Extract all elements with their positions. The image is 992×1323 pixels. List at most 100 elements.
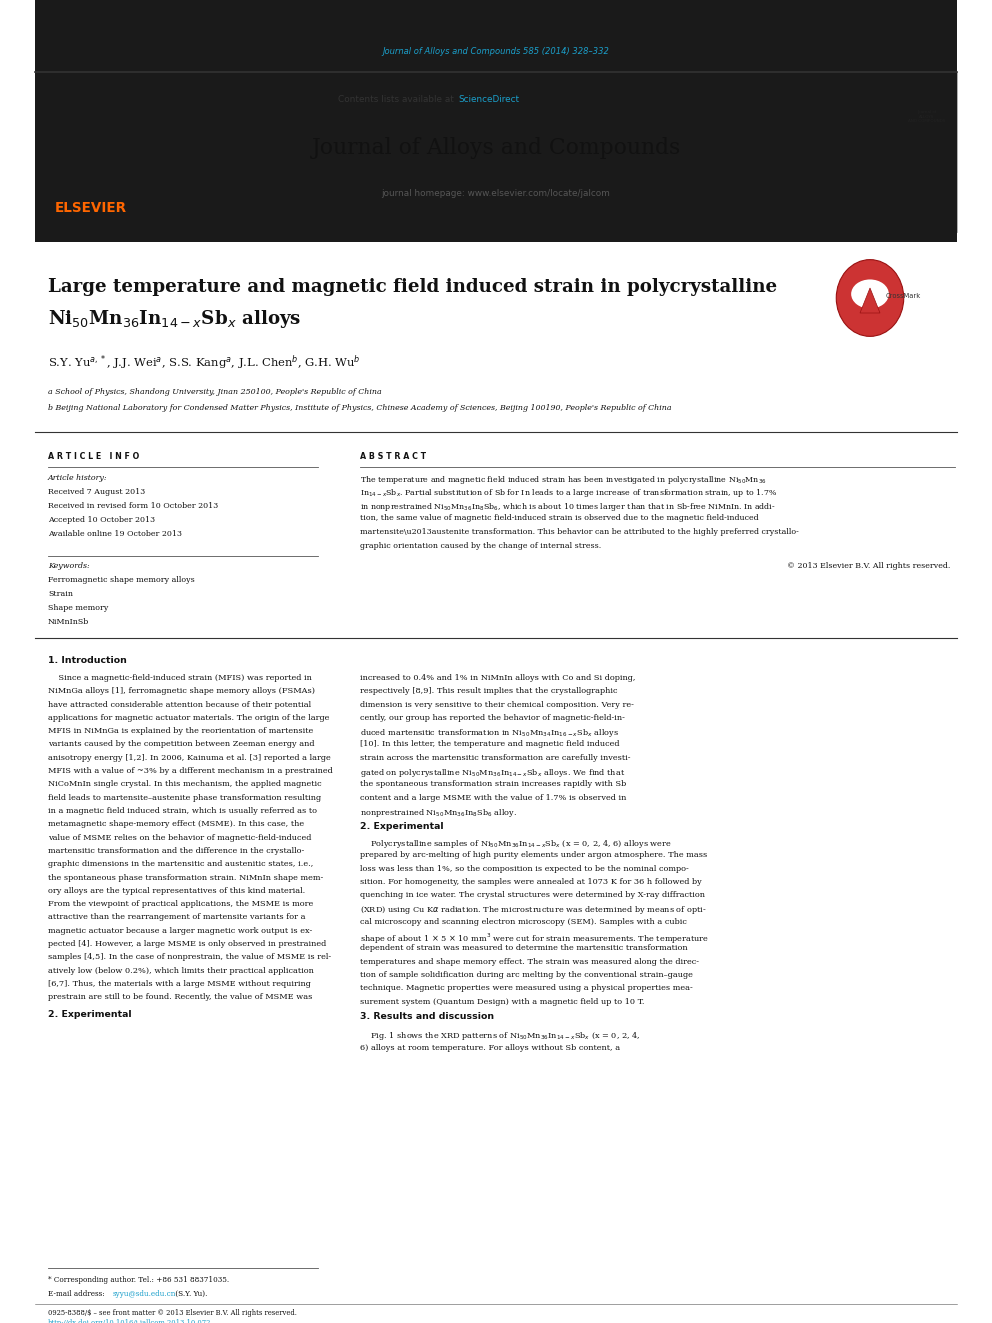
Text: Large temperature and magnetic field induced strain in polycrystalline: Large temperature and magnetic field ind… <box>48 278 777 296</box>
Text: Received in revised form 10 October 2013: Received in revised form 10 October 2013 <box>48 501 218 509</box>
Text: samples [4,5]. In the case of nonprestrain, the value of MSME is rel-: samples [4,5]. In the case of nonprestra… <box>48 954 331 962</box>
Bar <box>897 71 957 232</box>
Text: respectively [8,9]. This result implies that the crystallographic: respectively [8,9]. This result implies … <box>360 688 617 696</box>
Text: Ni$_{50}$Mn$_{36}$In$_{14-x}$Sb$_x$ alloys: Ni$_{50}$Mn$_{36}$In$_{14-x}$Sb$_x$ allo… <box>48 308 302 329</box>
Text: have attracted considerable attention because of their potential: have attracted considerable attention be… <box>48 701 311 709</box>
Text: value of MSME relies on the behavior of magnetic-field-induced: value of MSME relies on the behavior of … <box>48 833 311 841</box>
Text: technique. Magnetic properties were measured using a physical properties mea-: technique. Magnetic properties were meas… <box>360 984 692 992</box>
Text: prestrain are still to be found. Recently, the value of MSME was: prestrain are still to be found. Recentl… <box>48 994 312 1002</box>
Text: A B S T R A C T: A B S T R A C T <box>360 452 427 460</box>
Text: Journal of Alloys and Compounds 585 (2014) 328–332: Journal of Alloys and Compounds 585 (201… <box>383 48 609 57</box>
Text: Contents lists available at: Contents lists available at <box>337 95 456 105</box>
Text: 6) alloys at room temperature. For alloys without Sb content, a: 6) alloys at room temperature. For alloy… <box>360 1044 620 1052</box>
Text: variants caused by the competition between Zeeman energy and: variants caused by the competition betwe… <box>48 741 314 749</box>
Text: Available online 19 October 2013: Available online 19 October 2013 <box>48 531 182 538</box>
Text: Article history:: Article history: <box>48 474 107 482</box>
Text: in nonprestrained Ni$_{50}$Mn$_{36}$In$_8$Sb$_6$, which is about 10 times larger: in nonprestrained Ni$_{50}$Mn$_{36}$In$_… <box>360 501 776 513</box>
Text: b Beijing National Laboratory for Condensed Matter Physics, Institute of Physics: b Beijing National Laboratory for Conden… <box>48 404 672 411</box>
Text: martensitic transformation and the difference in the crystallo-: martensitic transformation and the diffe… <box>48 847 305 855</box>
Text: attractive than the rearrangement of martensite variants for a: attractive than the rearrangement of mar… <box>48 913 306 921</box>
Text: ory alloys are the typical representatives of this kind material.: ory alloys are the typical representativ… <box>48 886 306 894</box>
Text: field leads to martensite–austenite phase transformation resulting: field leads to martensite–austenite phas… <box>48 794 321 802</box>
Text: quenching in ice water. The crystal structures were determined by X-ray diffract: quenching in ice water. The crystal stru… <box>360 892 705 900</box>
Text: applications for magnetic actuator materials. The origin of the large: applications for magnetic actuator mater… <box>48 714 329 722</box>
Text: content and a large MSME with the value of 1.7% is observed in: content and a large MSME with the value … <box>360 794 626 802</box>
Text: dependent of strain was measured to determine the martensitic transformation: dependent of strain was measured to dete… <box>360 945 687 953</box>
Text: MFIS in NiMnGa is explained by the reorientation of martensite: MFIS in NiMnGa is explained by the reori… <box>48 728 313 736</box>
Text: (XRD) using Cu K$\alpha$ radiation. The microstructure was determined by means o: (XRD) using Cu K$\alpha$ radiation. The … <box>360 905 706 917</box>
Text: Accepted 10 October 2013: Accepted 10 October 2013 <box>48 516 155 524</box>
Text: NiCoMnIn single crystal. In this mechanism, the applied magnetic: NiCoMnIn single crystal. In this mechani… <box>48 781 321 789</box>
Text: The temperature and magnetic field induced strain has been investigated in polyc: The temperature and magnetic field induc… <box>360 474 767 486</box>
Text: prepared by arc-melting of high purity elements under argon atmosphere. The mass: prepared by arc-melting of high purity e… <box>360 851 707 860</box>
Text: http://dx.doi.org/10.1016/j.jallcom.2013.10.072: http://dx.doi.org/10.1016/j.jallcom.2013… <box>48 1319 211 1323</box>
Text: tion of sample solidification during arc melting by the conventional strain–gaug: tion of sample solidification during arc… <box>360 971 692 979</box>
Text: ELSEVIER: ELSEVIER <box>55 201 127 216</box>
Text: nonprestrained Ni$_{50}$Mn$_{36}$In$_8$Sb$_6$ alloy.: nonprestrained Ni$_{50}$Mn$_{36}$In$_8$S… <box>360 807 517 819</box>
Text: Keywords:: Keywords: <box>48 562 89 570</box>
Text: shape of about 1 $\times$ 5 $\times$ 10 mm$^3$ were cut for strain measurements.: shape of about 1 $\times$ 5 $\times$ 10 … <box>360 931 709 946</box>
Bar <box>898 0 927 165</box>
Text: a School of Physics, Shandong University, Jinan 250100, People's Republic of Chi: a School of Physics, Shandong University… <box>48 388 382 396</box>
Text: loss was less than 1%, so the composition is expected to be the nominal compo-: loss was less than 1%, so the compositio… <box>360 865 688 873</box>
Text: CrossMark: CrossMark <box>886 292 922 299</box>
Bar <box>927 0 956 165</box>
Text: dimension is very sensitive to their chemical composition. Very re-: dimension is very sensitive to their che… <box>360 701 634 709</box>
Text: 3. Results and discussion: 3. Results and discussion <box>360 1012 494 1021</box>
Text: ScienceDirect: ScienceDirect <box>458 95 520 105</box>
Text: Fig. 1 shows the XRD patterns of Ni$_{50}$Mn$_{36}$In$_{14-x}$Sb$_x$ (x = 0, 2, : Fig. 1 shows the XRD patterns of Ni$_{50… <box>360 1031 641 1043</box>
Text: anisotropy energy [1,2]. In 2006, Kainuma et al. [3] reported a large: anisotropy energy [1,2]. In 2006, Kainum… <box>48 754 330 762</box>
Text: cal microscopy and scanning electron microscopy (SEM). Samples with a cubic: cal microscopy and scanning electron mic… <box>360 918 686 926</box>
Text: Since a magnetic-field-induced strain (MFIS) was reported in: Since a magnetic-field-induced strain (M… <box>48 673 311 681</box>
Text: graphic dimensions in the martensitic and austenitic states, i.e.,: graphic dimensions in the martensitic an… <box>48 860 313 868</box>
Text: magnetic actuator because a larger magnetic work output is ex-: magnetic actuator because a larger magne… <box>48 926 312 935</box>
Text: duced martensitic transformation in Ni$_{50}$Mn$_{34}$In$_{16-x}$Sb$_x$ alloys: duced martensitic transformation in Ni$_… <box>360 728 619 740</box>
Text: NiMnInSb: NiMnInSb <box>48 618 89 626</box>
Text: In$_{14-x}$Sb$_x$. Partial substitution of Sb for In leads to a large increase o: In$_{14-x}$Sb$_x$. Partial substitution … <box>360 487 778 500</box>
Text: NiMnGa alloys [1], ferromagnetic shape memory alloys (FSMAs): NiMnGa alloys [1], ferromagnetic shape m… <box>48 688 315 696</box>
Text: [10]. In this letter, the temperature and magnetic field induced: [10]. In this letter, the temperature an… <box>360 741 619 749</box>
Ellipse shape <box>851 279 889 308</box>
Text: (S.Y. Yu).: (S.Y. Yu). <box>173 1290 207 1298</box>
Text: graphic orientation caused by the change of internal stress.: graphic orientation caused by the change… <box>360 541 601 549</box>
Text: increased to 0.4% and 1% in NiMnIn alloys with Co and Si doping,: increased to 0.4% and 1% in NiMnIn alloy… <box>360 673 636 681</box>
Text: [6,7]. Thus, the materials with a large MSME without requiring: [6,7]. Thus, the materials with a large … <box>48 980 310 988</box>
Text: in a magnetic field induced strain, which is usually referred as to: in a magnetic field induced strain, whic… <box>48 807 317 815</box>
Text: martensite\u2013austenite transformation. This behavior can be attributed to the: martensite\u2013austenite transformation… <box>360 528 799 536</box>
Text: © 2013 Elsevier B.V. All rights reserved.: © 2013 Elsevier B.V. All rights reserved… <box>787 562 950 570</box>
Text: the spontaneous phase transformation strain. NiMnIn shape mem-: the spontaneous phase transformation str… <box>48 873 323 881</box>
Ellipse shape <box>836 259 904 336</box>
Text: From the viewpoint of practical applications, the MSME is more: From the viewpoint of practical applicat… <box>48 900 313 908</box>
Bar <box>38 0 166 79</box>
Text: 0925-8388/$ – see front matter © 2013 Elsevier B.V. All rights reserved.: 0925-8388/$ – see front matter © 2013 El… <box>48 1308 297 1316</box>
Text: MFIS with a value of ~3% by a different mechanism in a prestrained: MFIS with a value of ~3% by a different … <box>48 767 332 775</box>
Text: tion, the same value of magnetic field-induced strain is observed due to the mag: tion, the same value of magnetic field-i… <box>360 515 759 523</box>
Text: Journal of Alloys and Compounds: Journal of Alloys and Compounds <box>311 138 681 159</box>
Text: pected [4]. However, a large MSME is only observed in prestrained: pected [4]. However, a large MSME is onl… <box>48 941 326 949</box>
Text: Journal of
ALLOYS
AND COMPOUNDS: Journal of ALLOYS AND COMPOUNDS <box>909 110 945 123</box>
Text: gated on polycrystalline Ni$_{50}$Mn$_{36}$In$_{14-x}$Sb$_x$ alloys. We find tha: gated on polycrystalline Ni$_{50}$Mn$_{3… <box>360 767 625 779</box>
Text: Polycrystalline samples of Ni$_{50}$Mn$_{36}$In$_{14-x}$Sb$_x$ (x = 0, 2, 4, 6) : Polycrystalline samples of Ni$_{50}$Mn$_… <box>360 837 672 849</box>
Bar <box>35 71 170 232</box>
Text: 1. Introduction: 1. Introduction <box>48 656 127 665</box>
Text: E-mail address:: E-mail address: <box>48 1290 107 1298</box>
Bar <box>35 71 957 232</box>
Text: surement system (Quantum Design) with a magnetic field up to 10 T.: surement system (Quantum Design) with a … <box>360 998 645 1005</box>
Polygon shape <box>860 288 880 314</box>
Text: strain across the martensitic transformation are carefully investi-: strain across the martensitic transforma… <box>360 754 631 762</box>
Text: S.Y. Yu$^{a,*}$, J.J. Wei$^{a}$, S.S. Kang$^{a}$, J.L. Chen$^{b}$, G.H. Wu$^{b}$: S.Y. Yu$^{a,*}$, J.J. Wei$^{a}$, S.S. Ka… <box>48 353 360 372</box>
Text: cently, our group has reported the behavior of magnetic-field-in-: cently, our group has reported the behav… <box>360 714 625 722</box>
Text: the spontaneous transformation strain increases rapidly with Sb: the spontaneous transformation strain in… <box>360 781 626 789</box>
Text: Strain: Strain <box>48 590 73 598</box>
Text: syyu@sdu.edu.cn: syyu@sdu.edu.cn <box>113 1290 177 1298</box>
Text: A R T I C L E   I N F O: A R T I C L E I N F O <box>48 452 139 460</box>
Text: * Corresponding author. Tel.: +86 531 88371035.: * Corresponding author. Tel.: +86 531 88… <box>48 1275 229 1285</box>
Text: 2. Experimental: 2. Experimental <box>360 822 443 831</box>
Bar <box>898 0 956 82</box>
Text: temperatures and shape memory effect. The strain was measured along the direc-: temperatures and shape memory effect. Th… <box>360 958 699 966</box>
Text: metamagnetic shape-memory effect (MSME). In this case, the: metamagnetic shape-memory effect (MSME).… <box>48 820 305 828</box>
Text: atively low (below 0.2%), which limits their practical application: atively low (below 0.2%), which limits t… <box>48 967 313 975</box>
Text: 2. Experimental: 2. Experimental <box>48 1009 132 1019</box>
Text: sition. For homogeneity, the samples were annealed at 1073 K for 36 h followed b: sition. For homogeneity, the samples wer… <box>360 878 701 886</box>
Text: Shape memory: Shape memory <box>48 605 108 613</box>
